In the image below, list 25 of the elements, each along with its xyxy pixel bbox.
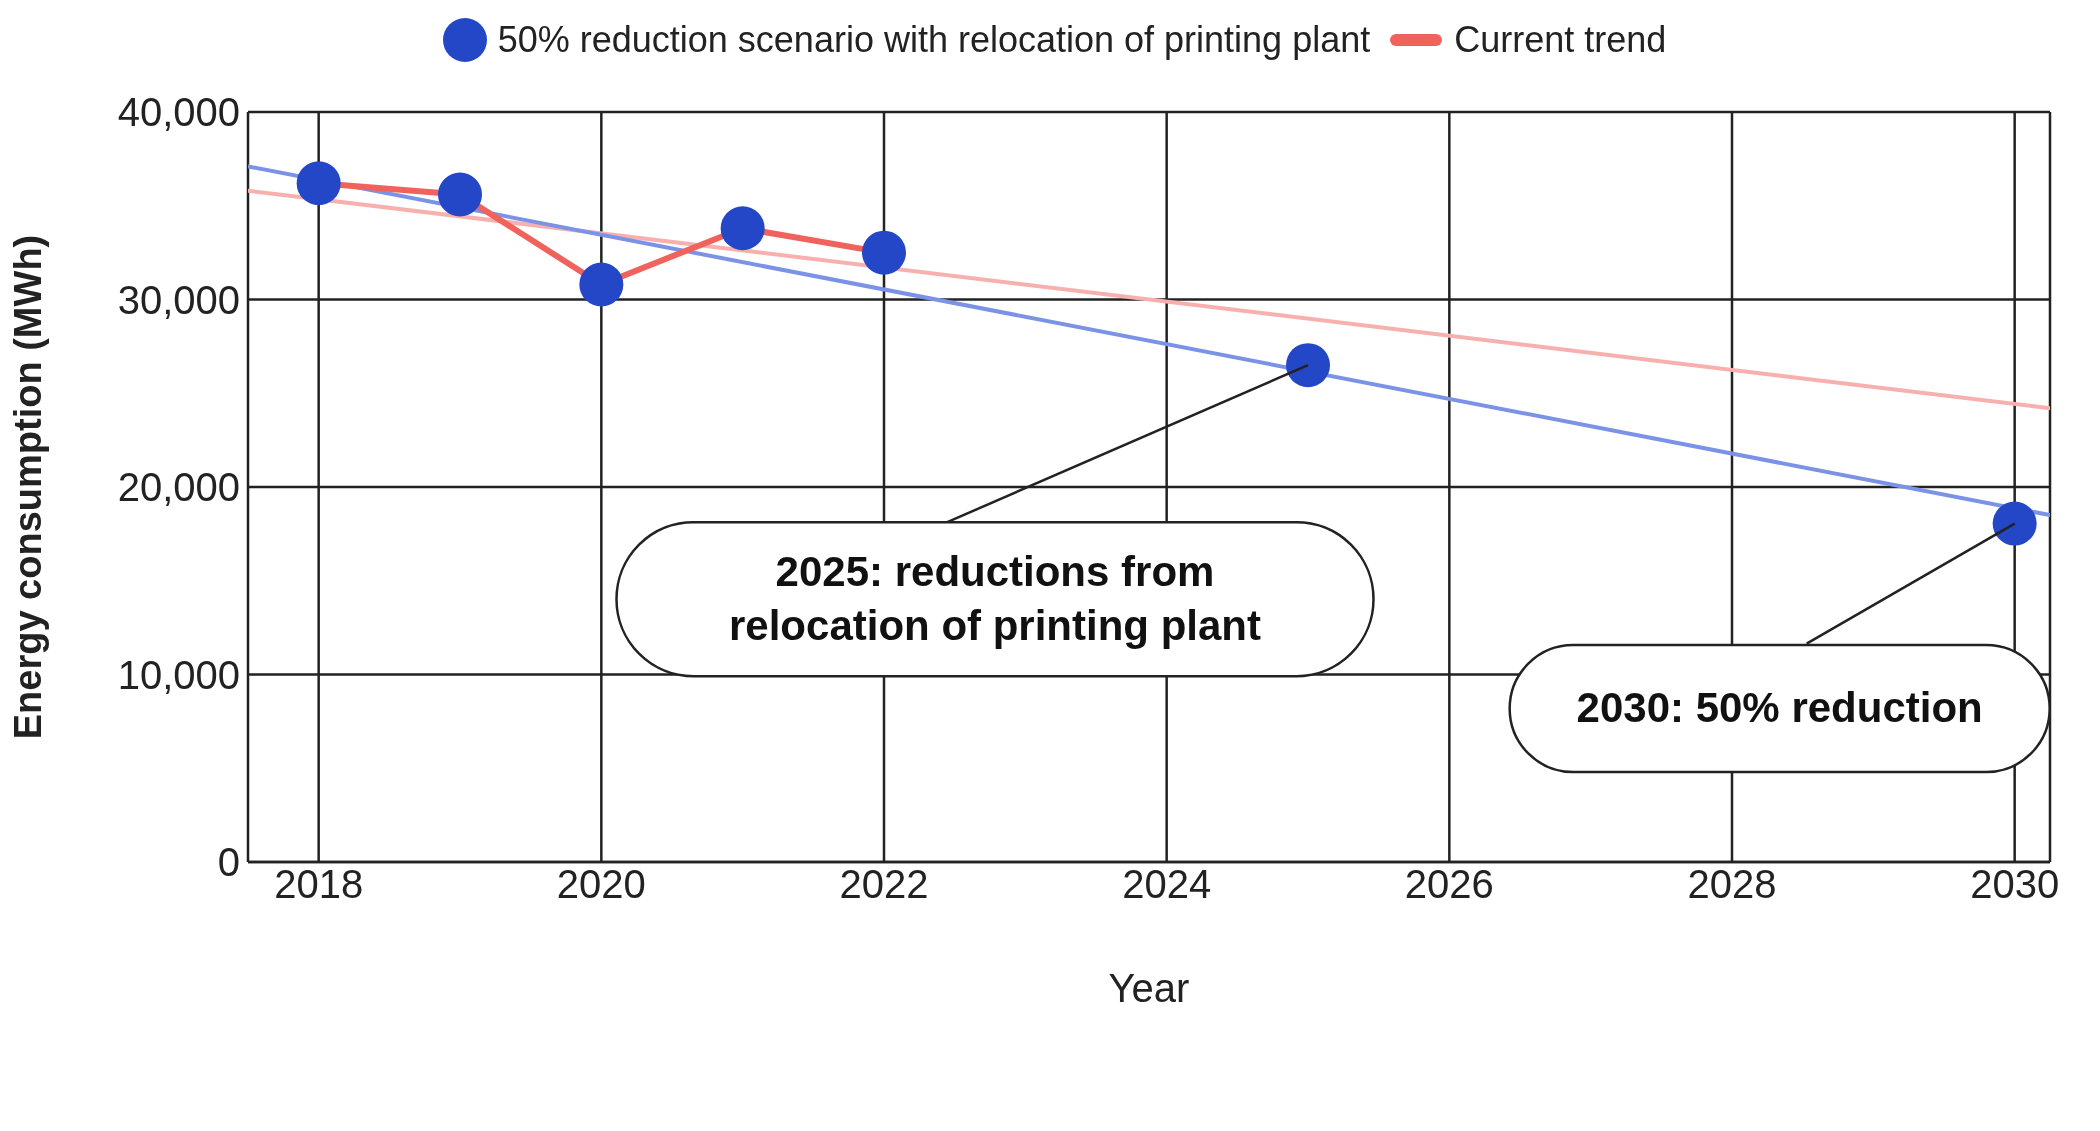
legend-label: Current trend (1454, 19, 1667, 61)
x-tick-label: 2022 (839, 862, 929, 907)
point (296, 161, 341, 206)
x-tick-label: 2026 (1404, 862, 1494, 907)
point (1286, 343, 1330, 388)
point (579, 262, 624, 307)
x-tick-label: 2028 (1687, 862, 1777, 907)
x-tick-label: 2018 (274, 862, 364, 907)
x-tick-label: 2030 (1970, 862, 2060, 907)
y-tick-label: 10,000 (117, 652, 240, 697)
y-tick-label: 0 (217, 840, 240, 885)
annotation: 2030: 50% reduction (1576, 683, 1983, 734)
y-tick-label: 30,000 (117, 277, 240, 322)
point (720, 206, 765, 251)
x-tick-label: 2020 (556, 862, 646, 907)
y-axis-title: Energy consumption (MWh) (7, 234, 50, 740)
y-tick-label: 40,000 (117, 90, 240, 135)
point (438, 172, 482, 217)
annotation: 2025: reductions from relocation of printing plant (728, 546, 1262, 652)
y-tick-label: 20,000 (117, 465, 240, 510)
x-axis-title: Year (1108, 966, 1190, 1010)
legend-label: 50% reduction scenario with relocation of printing plant (497, 19, 1371, 61)
point (1992, 501, 2037, 546)
point (862, 230, 906, 275)
x-tick-label: 2024 (1122, 862, 1212, 907)
